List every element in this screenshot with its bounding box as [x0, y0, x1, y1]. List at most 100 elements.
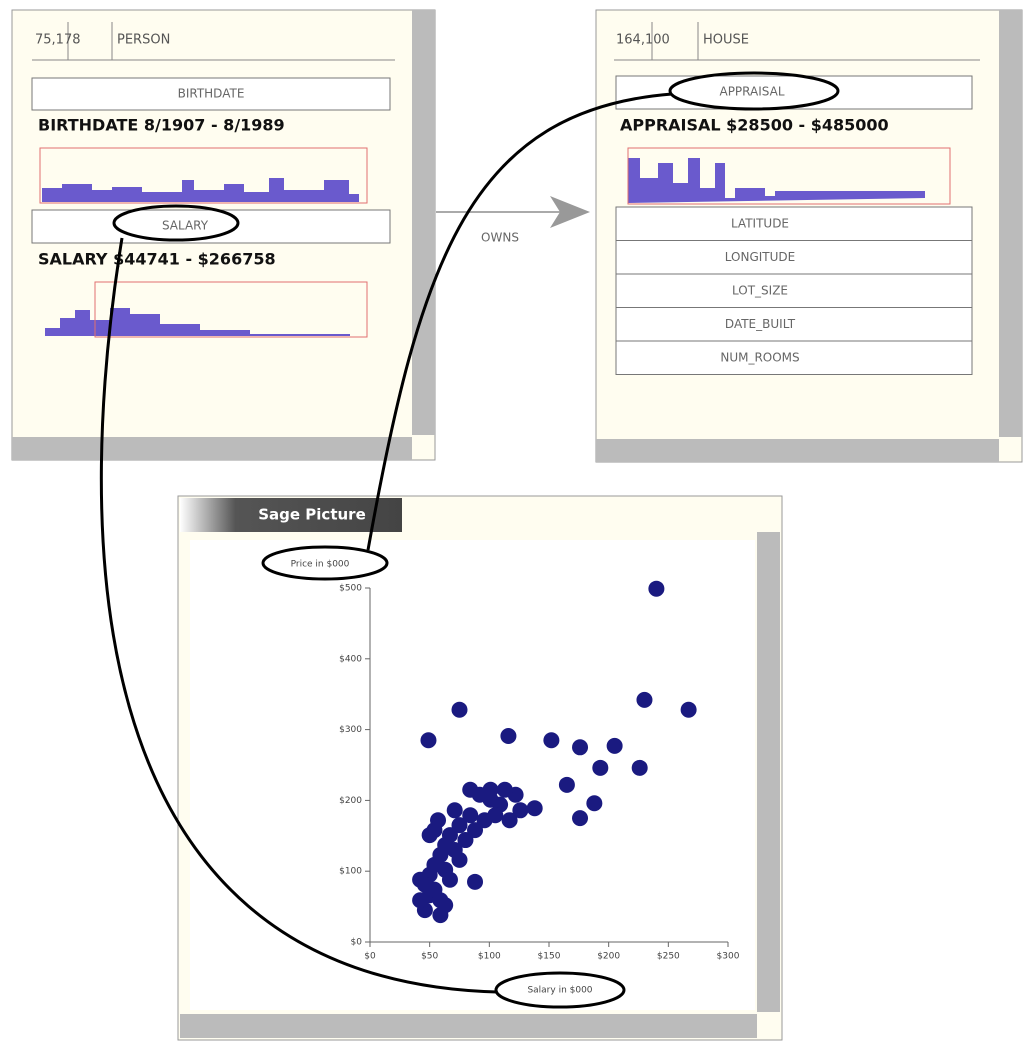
- range-box: [39, 147, 368, 204]
- y-tick-label: $0: [351, 938, 363, 948]
- scrollbar[interactable]: [596, 439, 999, 462]
- point: [467, 822, 484, 839]
- title-tab: [180, 498, 402, 532]
- y-tick-label: $200: [339, 796, 362, 806]
- range-box: [94, 281, 368, 338]
- point: [451, 817, 468, 834]
- oval: [494, 971, 626, 1009]
- point: [451, 851, 468, 868]
- row-summary: APPRAISAL $28500 - $485000: [620, 116, 889, 135]
- point: [437, 897, 454, 914]
- x-axis-label: Salary in $000: [527, 986, 592, 996]
- row[interactable]: [615, 340, 973, 375]
- row-summary: BIRTHDATE 8/1907 - 8/1989: [38, 116, 285, 135]
- point: [501, 812, 518, 829]
- y-tick-label: $100: [339, 867, 362, 877]
- scrollbar[interactable]: [999, 10, 1022, 437]
- row-label: APPRAISAL: [719, 85, 784, 99]
- point: [636, 691, 653, 708]
- header-name: HOUSE: [703, 33, 749, 48]
- row-summary: SALARY $44741 - $266758: [38, 250, 276, 269]
- point: [592, 759, 609, 776]
- plot-area: [190, 540, 755, 1010]
- scrollbar[interactable]: [412, 10, 435, 435]
- row-label: LOT_SIZE: [732, 284, 788, 298]
- point: [482, 781, 499, 798]
- arrow-head: [550, 196, 590, 228]
- y-tick-label: $500: [339, 584, 362, 594]
- x-tick-label: $250: [657, 952, 680, 962]
- x-tick-label: $0: [364, 952, 376, 962]
- relation-label: OWNS: [481, 231, 519, 245]
- point: [526, 800, 543, 817]
- house-panel: 164,100 HOUSE APPRAISAL APPRAISAL $28500…: [595, 9, 1023, 463]
- point: [426, 881, 443, 898]
- point: [586, 795, 603, 812]
- point: [572, 739, 589, 756]
- row[interactable]: [31, 77, 391, 111]
- scrollbar[interactable]: [12, 437, 412, 460]
- oval: [261, 545, 389, 581]
- annotations: [99, 71, 840, 1009]
- row-label: SALARY: [162, 219, 209, 233]
- oval: [668, 71, 840, 111]
- header-id: 164,100: [616, 33, 670, 48]
- row[interactable]: [615, 273, 973, 308]
- x-tick-label: $100: [478, 952, 501, 962]
- histogram: [628, 158, 925, 203]
- point: [451, 701, 468, 718]
- point: [441, 871, 458, 888]
- point: [412, 871, 429, 888]
- row-label: DATE_BUILT: [725, 317, 796, 331]
- point: [421, 827, 438, 844]
- row-label: NUM_ROOMS: [720, 351, 799, 365]
- person-panel: 75,178 PERSON BIRTHDATE BIRTHDATE 8/1907…: [11, 9, 436, 461]
- header-name: PERSON: [117, 33, 170, 48]
- x-tick-label: $150: [538, 952, 561, 962]
- point: [446, 802, 463, 819]
- point: [631, 759, 648, 776]
- row-label: LATITUDE: [731, 217, 789, 231]
- point: [606, 737, 623, 754]
- scrollbar[interactable]: [180, 1014, 757, 1038]
- row-label: LONGITUDE: [725, 250, 795, 264]
- oval: [112, 204, 240, 242]
- x-tick-label: $300: [717, 952, 740, 962]
- link-curve: [99, 237, 498, 994]
- histogram: [42, 178, 359, 202]
- x-tick-label: $50: [421, 952, 438, 962]
- row-list: LATITUDE LONGITUDE LOT_SIZE DATE_BUILT NUM_R…: [615, 206, 973, 375]
- point: [467, 873, 484, 890]
- point: [558, 776, 575, 793]
- point: [457, 832, 474, 849]
- header-id: 75,178: [35, 33, 81, 48]
- point: [420, 732, 437, 749]
- row-label: BIRTHDATE: [178, 87, 245, 101]
- scatter-window: Sage Picture Price in $000 Salary in $00…: [177, 495, 783, 1041]
- point: [648, 580, 665, 597]
- row[interactable]: [615, 206, 973, 241]
- point: [476, 812, 493, 829]
- row[interactable]: [615, 240, 973, 275]
- window-title: Sage Picture: [258, 506, 366, 524]
- point: [572, 810, 589, 827]
- scatter-plot: $0 $100 $200 $300 $400 $500 $0 $50 $100 $150 $200 $…: [339, 580, 740, 962]
- point: [496, 781, 513, 798]
- point: [500, 727, 517, 744]
- scrollbar[interactable]: [757, 532, 780, 1012]
- y-tick-label: $300: [339, 725, 362, 735]
- x-tick-label: $200: [597, 952, 620, 962]
- range-box: [627, 147, 951, 205]
- row[interactable]: [615, 307, 973, 342]
- point: [430, 812, 447, 829]
- point: [512, 802, 529, 819]
- link-curve: [366, 92, 673, 551]
- row[interactable]: [615, 75, 973, 110]
- point: [680, 701, 697, 718]
- point: [462, 807, 479, 824]
- y-tick-label: $400: [339, 654, 362, 664]
- point: [412, 892, 429, 909]
- histogram: [45, 308, 350, 336]
- point: [543, 732, 560, 749]
